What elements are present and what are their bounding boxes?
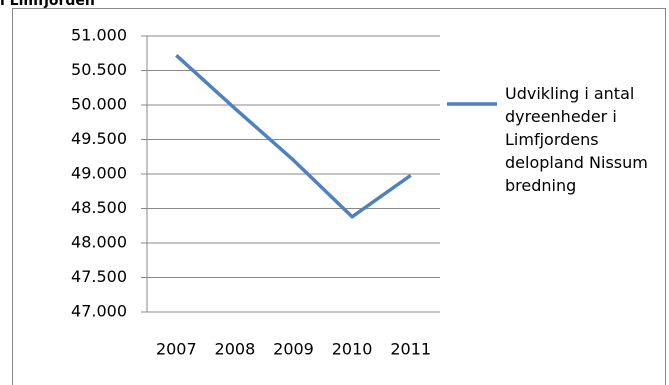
x-tick-label: 2011 <box>390 340 431 359</box>
y-tick-label: 47.500 <box>71 267 127 286</box>
data-line <box>175 54 412 219</box>
y-tick-label: 50.000 <box>71 95 127 114</box>
x-tick-label: 2008 <box>215 340 256 359</box>
y-tick-label: 51.000 <box>71 26 127 45</box>
chart-frame <box>12 8 666 385</box>
y-tick-label: 50.500 <box>71 60 127 79</box>
x-tick-label: 2007 <box>156 340 197 359</box>
legend-label: Udvikling i antal dyreenheder i Limfjord… <box>505 84 648 195</box>
y-tick-label: 48.000 <box>71 233 127 252</box>
x-tick-label: 2009 <box>273 340 314 359</box>
y-tick-label: 48.500 <box>71 198 127 217</box>
y-tick-label: 47.000 <box>71 302 127 321</box>
x-tick-label: 2010 <box>332 340 373 359</box>
heading: i Limfjorden <box>0 0 95 9</box>
y-tick-label: 49.500 <box>71 129 127 148</box>
y-tick-label: 49.000 <box>71 164 127 183</box>
